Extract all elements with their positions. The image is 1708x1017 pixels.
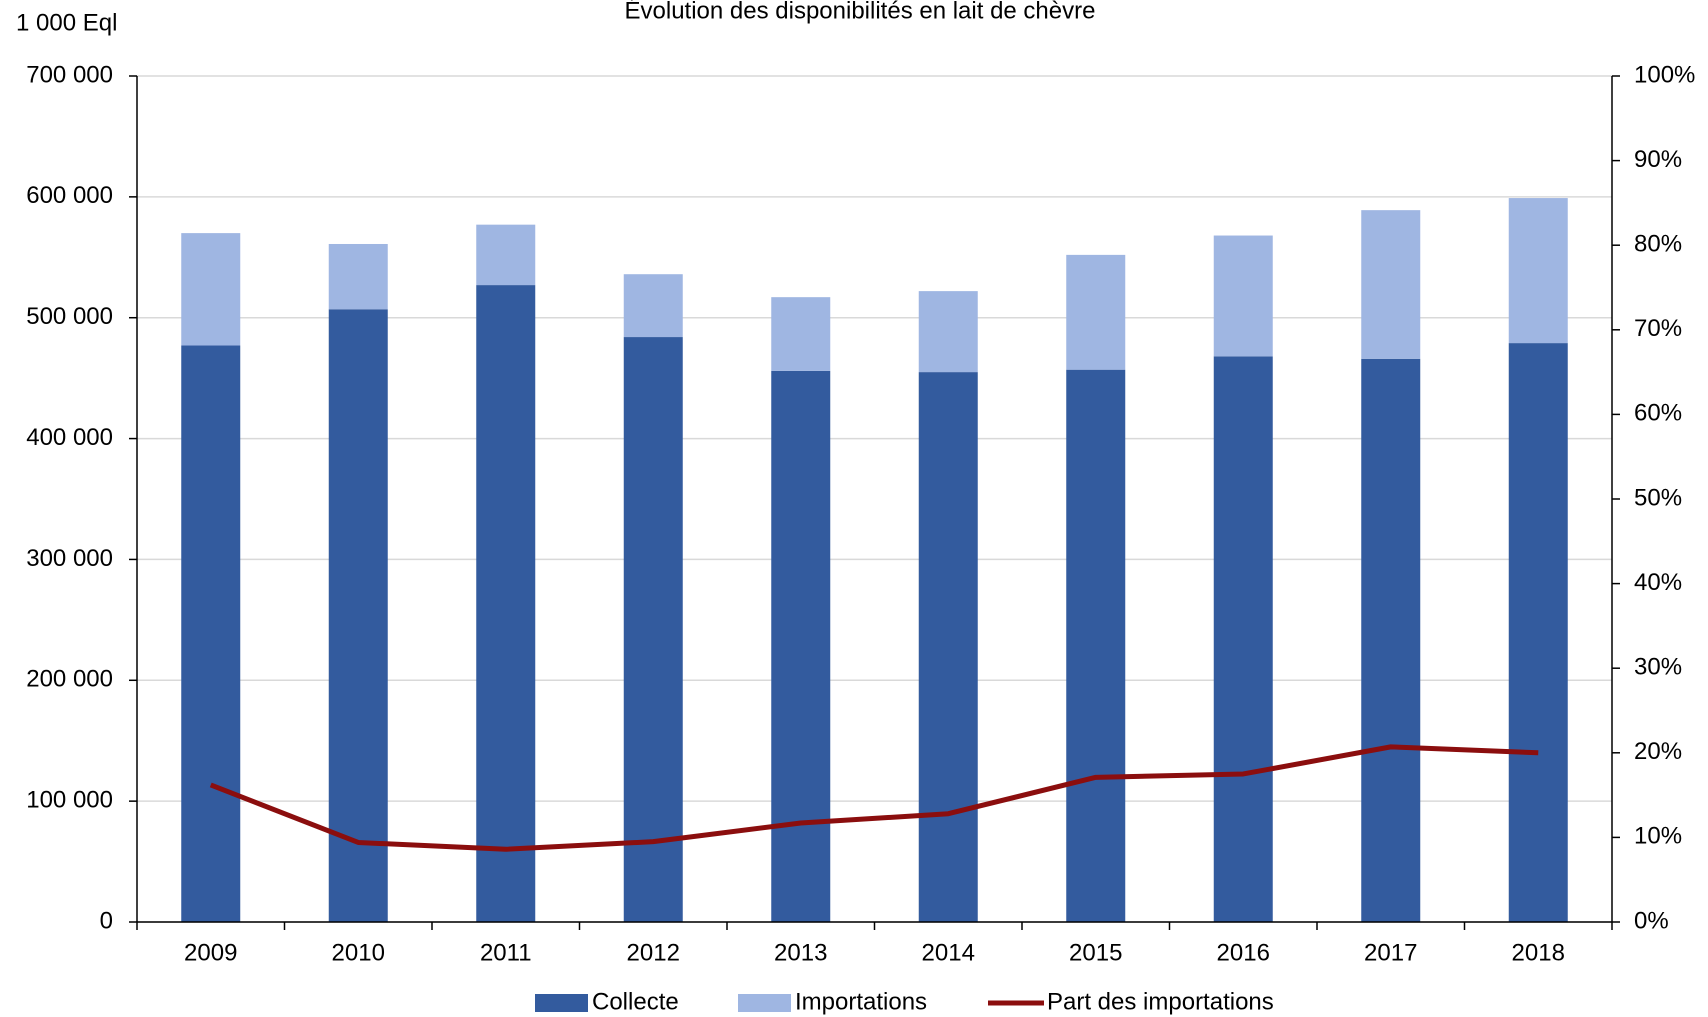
y2-tick-label: 90% (1634, 146, 1682, 173)
x-tick-label: 2009 (184, 939, 237, 966)
x-tick-label: 2013 (774, 939, 827, 966)
y2-tick-label: 0% (1634, 907, 1669, 934)
y2-tick-label: 70% (1634, 315, 1682, 342)
bar (1066, 369, 1126, 922)
x-tick-label: 2012 (627, 939, 680, 966)
y-axis-label: 1 000 Eql (16, 9, 117, 36)
legend-label: Part des importations (1047, 988, 1274, 1015)
bar (771, 297, 831, 371)
y2-tick-label: 20% (1634, 738, 1682, 765)
x-tick-label: 2017 (1364, 939, 1417, 966)
bar (181, 233, 241, 346)
bar (918, 372, 978, 923)
y2-tick-label: 30% (1634, 654, 1682, 681)
y2-tick-label: 60% (1634, 400, 1682, 427)
bar (1361, 210, 1421, 359)
y-tick-label: 400 000 (26, 424, 113, 451)
x-tick-label: 2018 (1512, 939, 1565, 966)
bar (1508, 343, 1568, 922)
bar (181, 345, 241, 922)
bar (476, 285, 536, 922)
bar (623, 337, 683, 923)
y-tick-label: 0 (100, 907, 113, 934)
bar (1361, 358, 1421, 922)
y2-tick-label: 100% (1634, 61, 1695, 88)
bar (623, 274, 683, 338)
line (209, 744, 1539, 852)
x-tick-label: 2015 (1069, 939, 1122, 966)
y-tick-label: 700 000 (26, 61, 113, 88)
x-tick-label: 2016 (1217, 939, 1270, 966)
y-tick-label: 500 000 (26, 303, 113, 330)
y-tick-label: 100 000 (26, 786, 113, 813)
x-tick-label: 2011 (480, 939, 532, 966)
legend-label: Collecte (592, 988, 679, 1015)
bar (771, 370, 831, 922)
bar (1508, 198, 1568, 344)
legend-swatch (535, 994, 588, 1012)
x-tick-label: 2014 (922, 939, 975, 966)
y-tick-label: 300 000 (26, 545, 113, 572)
bar (1066, 254, 1126, 370)
bar (476, 224, 536, 286)
bar (328, 243, 388, 310)
bar (1213, 356, 1273, 923)
legend-swatch (738, 994, 791, 1012)
bar (328, 309, 388, 922)
y2-tick-label: 80% (1634, 231, 1682, 258)
bar (918, 291, 978, 373)
bar (1213, 235, 1273, 357)
y-tick-label: 200 000 (26, 666, 113, 693)
chart-title: Évolution des disponibilités en lait de … (625, 0, 1096, 24)
legend-label: Importations (795, 988, 927, 1015)
x-tick-label: 2010 (332, 939, 385, 966)
y2-tick-label: 10% (1634, 823, 1682, 850)
y2-tick-label: 40% (1634, 569, 1682, 596)
y-tick-label: 600 000 (26, 182, 113, 209)
y2-tick-label: 50% (1634, 484, 1682, 511)
